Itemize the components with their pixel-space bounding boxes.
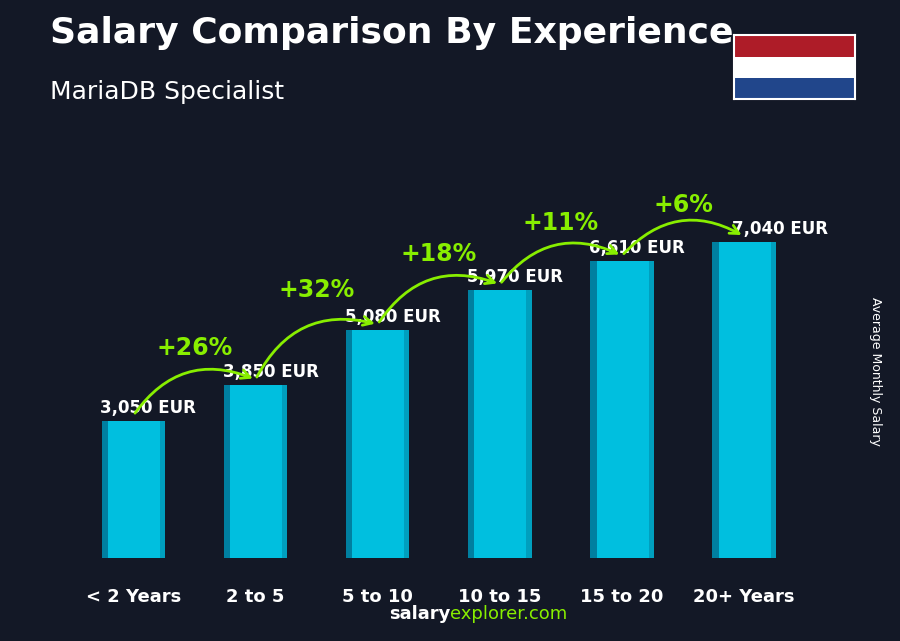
Text: 5,080 EUR: 5,080 EUR (345, 308, 440, 326)
Bar (160, 421, 165, 558)
Text: < 2 Years: < 2 Years (86, 588, 181, 606)
Bar (713, 242, 719, 558)
Text: explorer.com: explorer.com (450, 605, 567, 623)
Bar (468, 290, 474, 558)
Text: 15 to 20: 15 to 20 (580, 588, 663, 606)
Text: +32%: +32% (278, 278, 355, 302)
Text: Average Monthly Salary: Average Monthly Salary (869, 297, 882, 446)
Bar (102, 421, 166, 558)
Bar (734, 35, 855, 56)
Bar (713, 242, 776, 558)
Text: MariaDB Specialist: MariaDB Specialist (50, 80, 284, 104)
Text: 5,970 EUR: 5,970 EUR (467, 268, 562, 286)
Bar (346, 329, 410, 558)
Bar (734, 56, 855, 78)
Bar (283, 385, 287, 558)
Bar (224, 385, 287, 558)
Bar (770, 242, 776, 558)
Bar (734, 78, 855, 99)
Bar (468, 290, 532, 558)
Text: salary: salary (389, 605, 450, 623)
Bar (224, 385, 230, 558)
Bar (346, 329, 352, 558)
Bar (590, 261, 597, 558)
Bar (102, 421, 108, 558)
Text: +11%: +11% (523, 211, 599, 235)
Text: 7,040 EUR: 7,040 EUR (732, 221, 828, 238)
Text: 20+ Years: 20+ Years (693, 588, 795, 606)
Text: Salary Comparison By Experience: Salary Comparison By Experience (50, 16, 733, 50)
Text: 2 to 5: 2 to 5 (226, 588, 284, 606)
Bar (590, 261, 653, 558)
Text: 10 to 15: 10 to 15 (458, 588, 542, 606)
Text: 5 to 10: 5 to 10 (342, 588, 413, 606)
Text: 6,610 EUR: 6,610 EUR (589, 240, 685, 258)
Bar (649, 261, 653, 558)
Text: +18%: +18% (400, 242, 477, 266)
Text: +26%: +26% (157, 337, 232, 360)
Bar (404, 329, 410, 558)
Text: 3,850 EUR: 3,850 EUR (222, 363, 319, 381)
Bar (526, 290, 532, 558)
Text: +6%: +6% (653, 193, 713, 217)
Text: 3,050 EUR: 3,050 EUR (101, 399, 196, 417)
